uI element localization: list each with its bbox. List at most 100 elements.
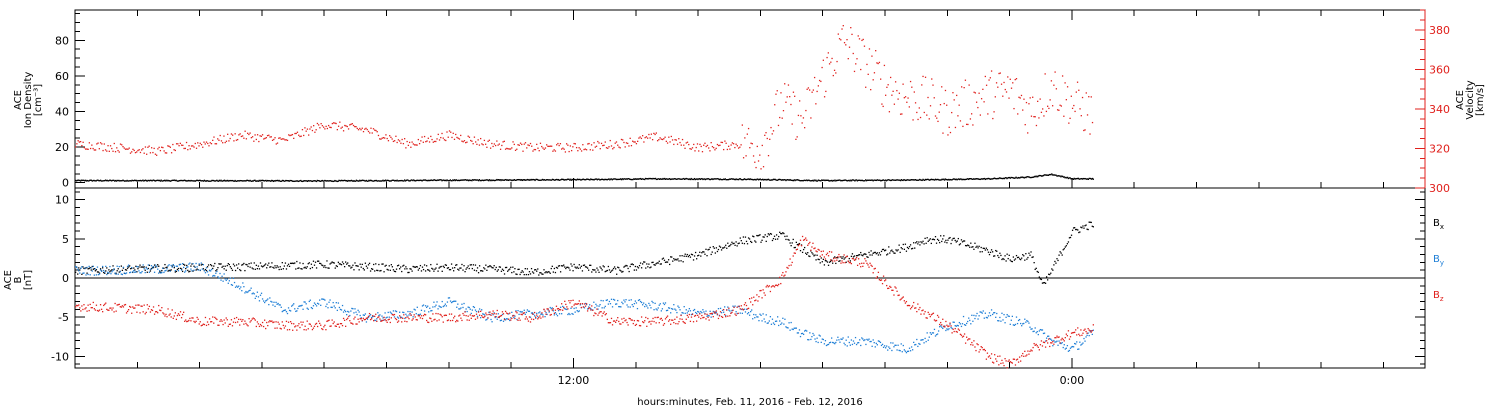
b-x-point (639, 262, 642, 264)
density-point (503, 179, 505, 181)
density-point (88, 180, 90, 182)
b-y-point (456, 306, 458, 308)
b-x-point (512, 266, 514, 268)
b-x-point (470, 264, 472, 266)
b-y-point (873, 341, 875, 344)
b-y-point (176, 265, 179, 267)
velocity-point (407, 144, 410, 147)
b-x-point (827, 264, 830, 266)
b-x-point (372, 268, 374, 270)
b-z-point (202, 323, 205, 325)
b-y-point (969, 319, 971, 322)
b-y-point (262, 300, 265, 302)
b-z-point (361, 319, 363, 322)
b-y-point (623, 299, 625, 301)
velocity-point (853, 70, 856, 73)
b-y-point (92, 265, 94, 268)
velocity-point (199, 142, 201, 144)
b-z-point (752, 304, 754, 306)
b-y-point (109, 265, 111, 268)
b-y-point (96, 266, 99, 268)
b-z-point (682, 320, 684, 323)
density-point (517, 178, 520, 181)
density-point (251, 180, 254, 182)
density-point (275, 179, 277, 182)
b-x-point (377, 269, 379, 272)
b-z-point (626, 321, 628, 324)
density-point (1074, 178, 1076, 180)
b-y-point (91, 270, 93, 272)
b-y-point (393, 316, 396, 318)
b-x-point (1013, 259, 1016, 261)
velocity-point (973, 91, 975, 93)
b-z-point (615, 321, 617, 323)
b-x-point (939, 241, 941, 244)
density-point (1069, 177, 1071, 179)
b-x-point (75, 271, 77, 273)
density-point (138, 180, 140, 182)
b-x-point (287, 263, 290, 265)
b-x-point (303, 267, 305, 269)
density-point (375, 179, 378, 182)
density-point (369, 180, 371, 182)
velocity-point (385, 134, 387, 136)
density-point (1029, 176, 1031, 179)
velocity-point (706, 144, 709, 147)
velocity-point (486, 146, 488, 148)
velocity-point (1037, 100, 1039, 103)
b-x-point (521, 270, 523, 272)
density-point (720, 178, 722, 181)
b-z-point (216, 318, 218, 321)
b-z-point (412, 318, 414, 320)
density-point (986, 178, 988, 180)
density-point (556, 178, 558, 181)
b-x-point (176, 268, 179, 271)
b-z-point (834, 260, 836, 262)
density-point (882, 179, 884, 181)
b-x-point (77, 273, 79, 275)
b-y-point (811, 336, 813, 338)
density-point (222, 180, 224, 182)
density-point (381, 180, 383, 182)
b-y-point (602, 300, 604, 302)
b-y-point (657, 307, 659, 309)
density-point (1005, 177, 1007, 179)
b-z-point (421, 317, 424, 320)
b-y-point (1070, 346, 1073, 348)
b-x-point (905, 250, 908, 252)
velocity-point (737, 147, 740, 149)
b-y-point (516, 318, 518, 321)
density-point (936, 178, 938, 181)
b-x-point (245, 263, 247, 266)
density-point (544, 179, 546, 181)
velocity-point (185, 141, 188, 144)
density-point (568, 178, 570, 180)
b-z-point (686, 314, 688, 317)
b-y-point (170, 264, 172, 267)
b-x-point (392, 269, 395, 271)
velocity-point (1068, 122, 1070, 124)
b-x-point (925, 242, 927, 244)
b-x-point (1033, 262, 1035, 264)
b-y-point (126, 265, 129, 268)
density-point (603, 179, 605, 181)
b-x-point (1087, 228, 1089, 231)
b-y-point (496, 318, 498, 320)
b-x-point (971, 246, 973, 248)
b-y-point (692, 309, 695, 312)
b-y-point (90, 267, 92, 269)
b-x-point (159, 271, 161, 273)
b-x-point (860, 251, 862, 254)
b-z-point (571, 306, 573, 308)
density-point (752, 179, 755, 181)
velocity-point (603, 144, 605, 146)
b-y-point (807, 338, 809, 341)
density-point (471, 180, 473, 182)
b-x-point (679, 255, 681, 257)
b-z-point (299, 326, 301, 329)
b-y-point (760, 314, 762, 316)
b-z-point (102, 311, 104, 313)
density-point (776, 179, 778, 181)
velocity-point (529, 142, 532, 145)
b-y-point (281, 310, 283, 313)
